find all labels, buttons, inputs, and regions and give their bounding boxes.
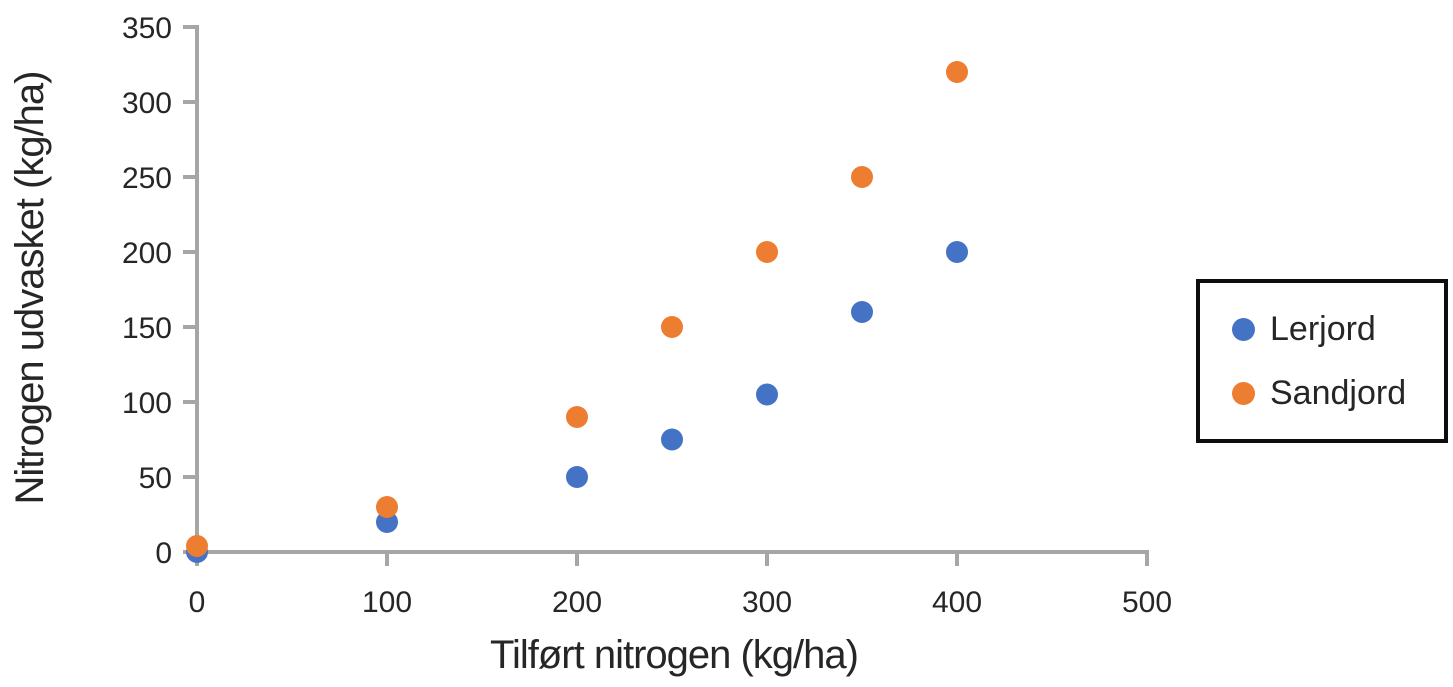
y-tick-label: 100 (122, 387, 172, 420)
data-point-lerjord (661, 428, 683, 451)
y-tick-label: 250 (122, 162, 172, 195)
data-point-sandjord (376, 496, 398, 518)
x-tick-label: 300 (742, 586, 792, 619)
y-tick-label: 350 (122, 12, 172, 45)
legend-entry-sandjord: Sandjord (1232, 376, 1444, 410)
data-point-sandjord (756, 241, 778, 263)
legend-label-sandjord: Sandjord (1270, 374, 1407, 412)
y-tick-label: 150 (122, 312, 172, 345)
legend-label-lerjord: Lerjord (1270, 310, 1376, 348)
x-axis-title: Tilført nitrogen (kg/ha) (490, 633, 859, 677)
data-point-sandjord (566, 406, 588, 428)
y-axis-title: Nitrogen udvasket (kg/ha) (8, 71, 52, 505)
data-point-lerjord (851, 301, 873, 323)
data-point-lerjord (566, 466, 588, 488)
data-point-lerjord (756, 383, 778, 406)
x-tick-label: 500 (1122, 586, 1172, 619)
y-tick-label: 0 (155, 537, 172, 570)
x-tick-label: 0 (189, 586, 206, 619)
y-tick-label: 50 (139, 462, 172, 495)
data-point-sandjord (946, 61, 968, 83)
data-point-sandjord (851, 166, 873, 188)
legend-entry-lerjord: Lerjord (1232, 312, 1444, 346)
data-point-sandjord (661, 316, 683, 338)
data-point-sandjord (186, 535, 208, 557)
data-point-lerjord (946, 241, 968, 263)
x-tick-label: 200 (552, 586, 602, 619)
y-tick-label: 200 (122, 237, 172, 270)
sandjord-marker-icon (1232, 381, 1255, 405)
lerjord-marker-icon (1232, 317, 1255, 341)
x-tick-label: 400 (932, 586, 982, 619)
legend: Lerjord Sandjord (1196, 279, 1448, 443)
y-tick-label: 300 (122, 87, 172, 120)
x-tick-label: 100 (362, 586, 412, 619)
